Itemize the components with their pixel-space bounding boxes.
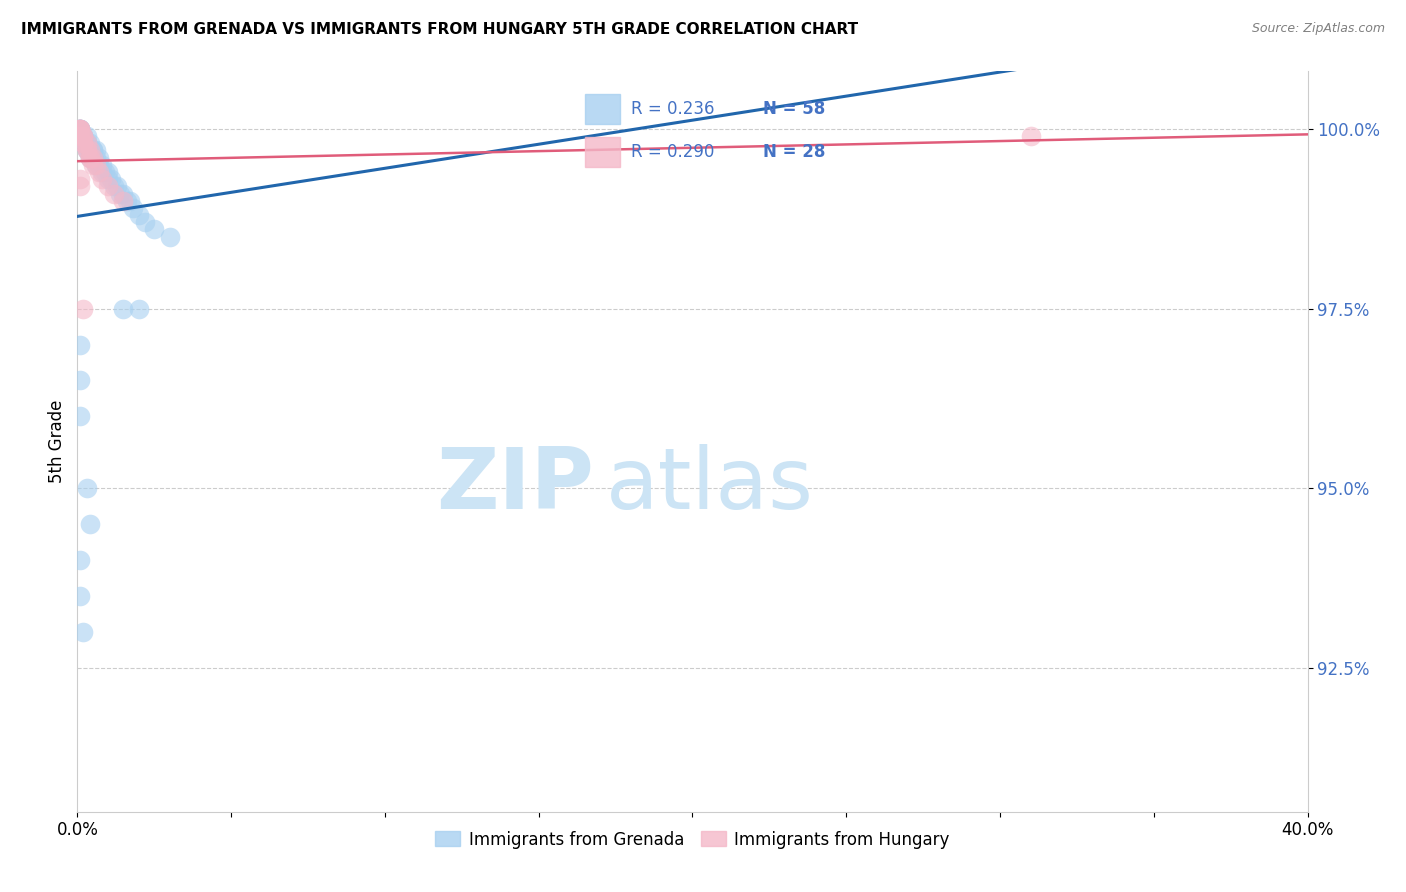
Point <box>82 151 104 165</box>
Point <box>105 179 128 194</box>
Point <box>72 136 94 151</box>
Point <box>87 165 110 179</box>
Point <box>84 158 107 172</box>
Point <box>128 301 150 316</box>
Point <box>82 144 104 158</box>
Point <box>79 144 101 158</box>
Point <box>69 121 91 136</box>
Point <box>76 136 98 151</box>
Point <box>72 129 94 144</box>
Point <box>134 215 156 229</box>
Point <box>67 121 90 136</box>
Point <box>100 172 122 186</box>
Point <box>72 129 94 144</box>
Point <box>72 136 94 151</box>
Point <box>76 481 98 495</box>
Point <box>79 151 101 165</box>
Point <box>103 186 125 201</box>
Point <box>112 194 135 208</box>
Point <box>69 121 91 136</box>
Point <box>79 151 101 165</box>
Point <box>79 144 101 158</box>
Point <box>84 158 107 172</box>
Point <box>69 121 91 136</box>
Point <box>76 144 98 158</box>
Point <box>69 374 91 388</box>
Point <box>90 165 114 179</box>
Point <box>97 172 120 186</box>
Y-axis label: 5th Grade: 5th Grade <box>48 400 66 483</box>
Text: ZIP: ZIP <box>436 444 595 527</box>
Bar <box>585 95 620 124</box>
Point <box>79 136 101 151</box>
Point <box>84 144 107 158</box>
Point <box>115 194 138 208</box>
Point <box>67 121 90 136</box>
Bar <box>585 137 620 167</box>
Point <box>110 186 132 201</box>
Point <box>143 222 166 236</box>
Point <box>69 129 91 144</box>
Point <box>76 144 98 158</box>
Point <box>72 301 94 316</box>
Point <box>79 517 101 532</box>
Text: IMMIGRANTS FROM GRENADA VS IMMIGRANTS FROM HUNGARY 5TH GRADE CORRELATION CHART: IMMIGRANTS FROM GRENADA VS IMMIGRANTS FR… <box>21 22 858 37</box>
Point <box>79 144 101 158</box>
Point <box>97 179 120 194</box>
Point <box>76 136 98 151</box>
Point <box>76 129 98 144</box>
Point <box>76 144 98 158</box>
Point <box>97 165 120 179</box>
Point <box>69 121 91 136</box>
Point <box>76 144 98 158</box>
Text: R = 0.236: R = 0.236 <box>631 100 714 118</box>
Point <box>72 129 94 144</box>
Point <box>103 179 125 194</box>
Point <box>118 194 141 208</box>
Point <box>69 129 91 144</box>
Point <box>72 136 94 151</box>
Point <box>72 129 94 144</box>
Point <box>82 158 104 172</box>
Point <box>69 179 91 194</box>
Point <box>82 151 104 165</box>
Text: N = 58: N = 58 <box>763 100 825 118</box>
Point <box>159 229 181 244</box>
Text: R = 0.290: R = 0.290 <box>631 144 714 161</box>
Point <box>79 151 101 165</box>
Point <box>69 129 91 144</box>
Point <box>112 186 135 201</box>
Legend: Immigrants from Grenada, Immigrants from Hungary: Immigrants from Grenada, Immigrants from… <box>429 824 956 855</box>
Point <box>69 121 91 136</box>
Point <box>69 121 91 136</box>
Point <box>72 129 94 144</box>
Text: Source: ZipAtlas.com: Source: ZipAtlas.com <box>1251 22 1385 36</box>
Point <box>69 589 91 603</box>
Text: atlas: atlas <box>606 444 814 527</box>
Point <box>69 553 91 567</box>
Point <box>72 625 94 640</box>
Point <box>69 337 91 351</box>
Point <box>112 301 135 316</box>
Text: N = 28: N = 28 <box>763 144 825 161</box>
Point <box>82 151 104 165</box>
Point <box>72 136 94 151</box>
Point <box>69 129 91 144</box>
Point <box>69 121 91 136</box>
Point <box>121 201 143 215</box>
Point <box>84 151 107 165</box>
Point <box>128 208 150 222</box>
Point <box>87 151 110 165</box>
Point <box>94 165 117 179</box>
Point <box>69 409 91 424</box>
Point <box>69 129 91 144</box>
Point <box>76 136 98 151</box>
Point <box>69 172 91 186</box>
Point <box>87 158 110 172</box>
Point <box>82 144 104 158</box>
Point <box>90 158 114 172</box>
Point <box>90 172 114 186</box>
Point <box>1019 129 1042 144</box>
